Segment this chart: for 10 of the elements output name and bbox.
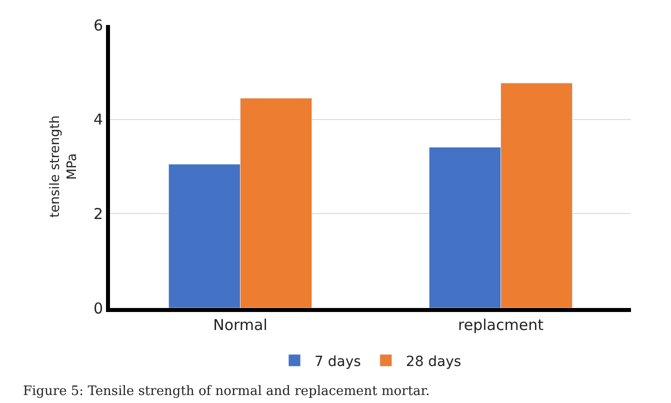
- y-tick-label: 2: [93, 204, 103, 223]
- y-axis-title: tensile strength MPa: [48, 115, 80, 218]
- x-tick-label: Normal: [213, 316, 268, 334]
- legend-label: 7 days: [314, 354, 361, 370]
- y-tick-label: 6: [93, 16, 103, 34]
- y-tick-label: 0: [93, 299, 103, 318]
- caption: Figure 5: Tensile strength of normal and replacement mortar.: [23, 384, 430, 399]
- legend-label: 28 days: [406, 354, 462, 370]
- x-tick-label: replacment: [458, 316, 544, 334]
- y-tick-label: 4: [93, 110, 103, 129]
